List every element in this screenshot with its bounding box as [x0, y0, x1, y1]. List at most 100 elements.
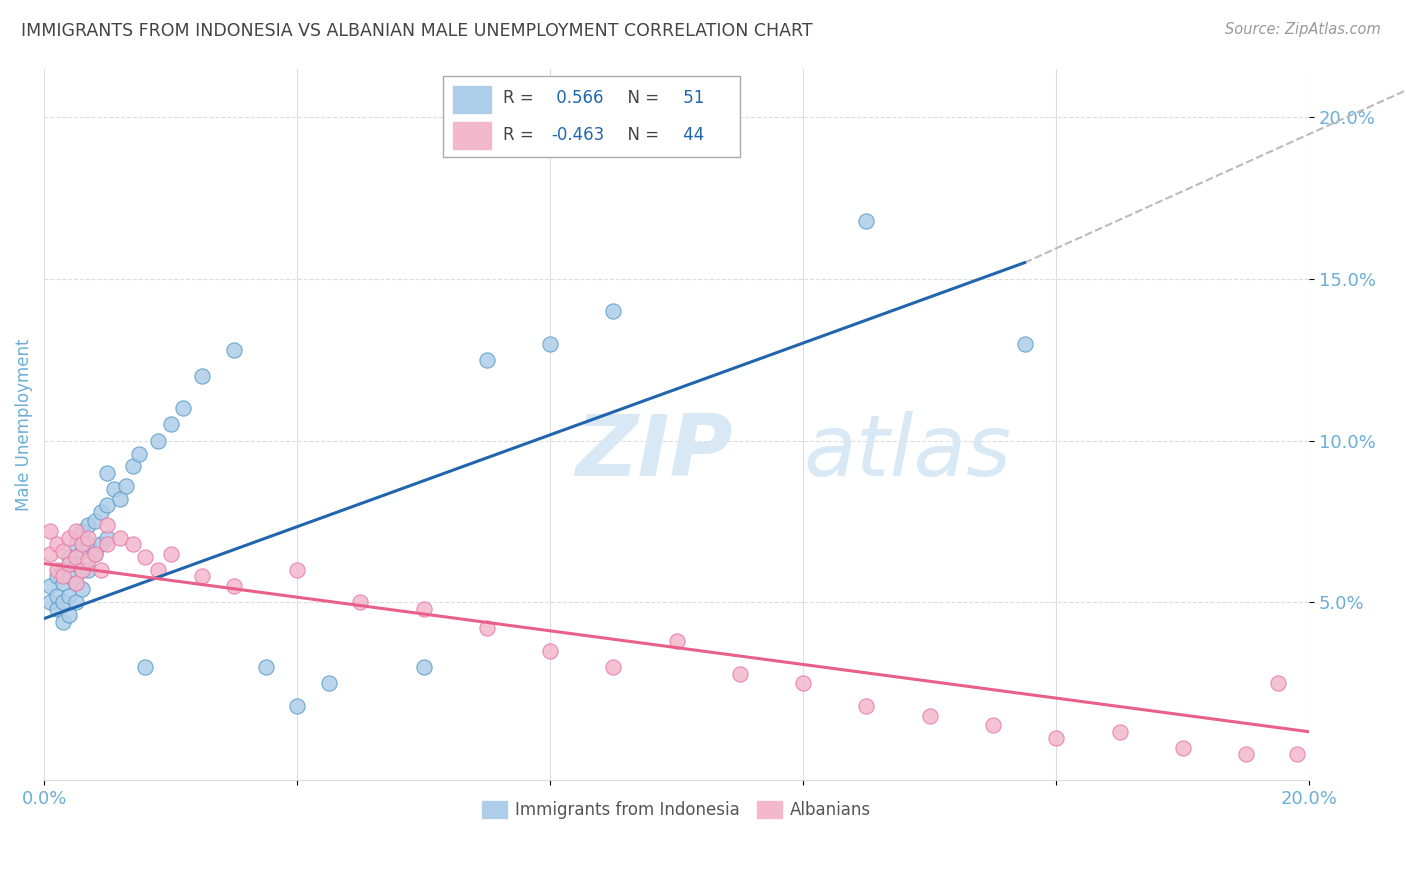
Point: [222, 579, 245, 593]
Point: [121, 537, 143, 551]
Point: [65, 595, 87, 609]
Point: [39, 547, 62, 561]
Point: [39, 595, 62, 609]
Point: [52, 543, 75, 558]
Point: [96, 498, 118, 512]
Point: [83, 547, 105, 561]
Point: [159, 417, 181, 432]
Point: [918, 708, 941, 723]
Point: [475, 352, 498, 367]
Point: [981, 718, 1004, 732]
Point: [65, 550, 87, 565]
Point: [172, 401, 194, 416]
Point: [65, 524, 87, 538]
Point: [855, 213, 877, 227]
Point: [159, 547, 181, 561]
Point: [52, 595, 75, 609]
Point: [58, 569, 80, 583]
Text: 44: 44: [678, 126, 704, 144]
Point: [45, 569, 67, 583]
Point: [77, 563, 100, 577]
Point: [70, 563, 93, 577]
Point: [349, 595, 371, 609]
Point: [90, 505, 112, 519]
Point: [45, 563, 67, 577]
Point: [77, 537, 100, 551]
Point: [538, 336, 561, 351]
FancyBboxPatch shape: [443, 76, 740, 158]
Point: [65, 557, 87, 571]
Point: [96, 517, 118, 532]
Point: [146, 563, 169, 577]
Point: [83, 515, 105, 529]
Text: ZIP: ZIP: [575, 411, 733, 494]
Point: [58, 531, 80, 545]
Text: atlas: atlas: [803, 411, 1011, 494]
Point: [1045, 731, 1067, 746]
Point: [52, 576, 75, 591]
Point: [146, 434, 169, 448]
Point: [728, 666, 751, 681]
Point: [254, 660, 277, 674]
Point: [65, 576, 87, 591]
Point: [103, 482, 125, 496]
Bar: [453, 122, 491, 149]
Point: [39, 524, 62, 538]
Point: [108, 531, 131, 545]
Point: [318, 676, 340, 690]
Point: [58, 557, 80, 571]
Point: [96, 537, 118, 551]
Point: [58, 589, 80, 603]
Point: [45, 602, 67, 616]
Text: N =: N =: [617, 89, 665, 107]
Point: [39, 579, 62, 593]
Point: [115, 479, 138, 493]
Text: Source: ZipAtlas.com: Source: ZipAtlas.com: [1225, 22, 1381, 37]
Point: [45, 537, 67, 551]
Point: [1234, 747, 1257, 762]
Legend: Immigrants from Indonesia, Albanians: Immigrants from Indonesia, Albanians: [475, 794, 877, 825]
Point: [58, 608, 80, 623]
Point: [285, 563, 308, 577]
Point: [602, 304, 624, 318]
Point: [538, 644, 561, 658]
Point: [70, 563, 93, 577]
Point: [96, 466, 118, 480]
Point: [58, 550, 80, 565]
Point: [1171, 741, 1194, 756]
Point: [412, 602, 434, 616]
Text: 0.566: 0.566: [551, 89, 605, 107]
Point: [52, 563, 75, 577]
Text: R =: R =: [503, 126, 540, 144]
Point: [665, 634, 688, 648]
Point: [222, 343, 245, 357]
Point: [96, 531, 118, 545]
Point: [70, 582, 93, 597]
Text: IMMIGRANTS FROM INDONESIA VS ALBANIAN MALE UNEMPLOYMENT CORRELATION CHART: IMMIGRANTS FROM INDONESIA VS ALBANIAN MA…: [21, 22, 813, 40]
Point: [475, 621, 498, 635]
Point: [191, 368, 214, 383]
Point: [1014, 336, 1036, 351]
Point: [45, 589, 67, 603]
Text: 51: 51: [678, 89, 704, 107]
Point: [77, 553, 100, 567]
Point: [70, 543, 93, 558]
Point: [90, 563, 112, 577]
Bar: [453, 86, 491, 112]
Point: [855, 698, 877, 713]
Point: [134, 550, 156, 565]
Point: [191, 569, 214, 583]
Point: [90, 537, 112, 551]
Point: [602, 660, 624, 674]
Point: [1285, 747, 1308, 762]
Point: [121, 459, 143, 474]
Point: [108, 491, 131, 506]
Point: [70, 524, 93, 538]
Point: [128, 446, 150, 460]
Point: [134, 660, 156, 674]
Point: [1108, 724, 1130, 739]
Text: R =: R =: [503, 89, 540, 107]
Point: [1267, 676, 1289, 690]
Point: [52, 569, 75, 583]
Point: [412, 660, 434, 674]
